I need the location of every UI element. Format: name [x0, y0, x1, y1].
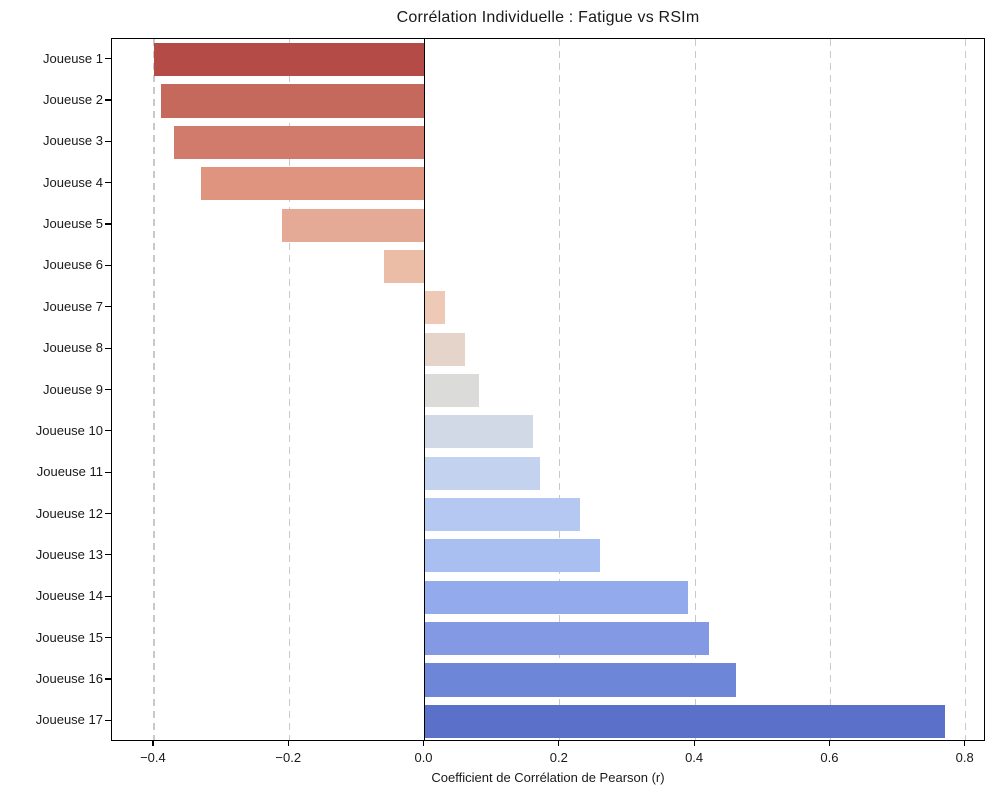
y-tickmark: [105, 99, 111, 101]
y-tickmark: [105, 595, 111, 597]
y-tickmark: [105, 347, 111, 349]
bar-joueuse-5: [282, 208, 425, 242]
bar-joueuse-12: [424, 498, 581, 532]
y-tickmark: [105, 140, 111, 142]
y-tick-label: Joueuse 7: [43, 298, 103, 314]
bar-joueuse-11: [424, 456, 540, 490]
x-tick-label: 0.4: [685, 750, 704, 765]
x-gridline: [965, 39, 967, 740]
y-tickmark: [105, 430, 111, 432]
y-tick-label: Joueuse 8: [43, 340, 103, 356]
x-axis-title: Coefficient de Corrélation de Pearson (r…: [431, 770, 665, 785]
y-tick-label: Joueuse 16: [35, 670, 103, 686]
bar-joueuse-6: [383, 249, 425, 283]
y-tick-label: Joueuse 1: [43, 50, 103, 66]
y-tickmark: [105, 223, 111, 225]
y-tickmark: [105, 471, 111, 473]
y-tick-label: Joueuse 17: [35, 712, 103, 728]
x-tickmark: [152, 741, 154, 746]
x-tick-label: −0.2: [275, 750, 302, 765]
y-tickmark: [105, 512, 111, 515]
y-tick-label: Joueuse 4: [43, 174, 103, 190]
bar-joueuse-15: [424, 622, 709, 656]
y-tickmark: [105, 306, 111, 308]
bar-joueuse-13: [424, 539, 601, 573]
bar-joueuse-14: [424, 580, 689, 614]
x-gridline: [153, 39, 155, 740]
bar-joueuse-4: [201, 167, 425, 201]
y-tick-label: Joueuse 11: [36, 464, 103, 480]
y-tick-label: Joueuse 13: [35, 546, 103, 562]
y-tick-label: Joueuse 5: [43, 216, 103, 232]
y-tickmark: [105, 264, 111, 267]
bar-joueuse-7: [424, 291, 445, 325]
bar-joueuse-9: [424, 373, 479, 408]
x-tickmark: [422, 741, 425, 746]
y-tickmark: [105, 554, 111, 556]
x-tick-label: 0.6: [820, 750, 839, 765]
bar-joueuse-1: [153, 43, 425, 77]
y-tickmark: [105, 58, 111, 60]
x-gridline: [694, 39, 696, 740]
x-tick-label: 0.8: [955, 750, 974, 765]
x-tickmark: [693, 741, 695, 746]
chart-title: Corrélation Individuelle : Fatigue vs RS…: [396, 9, 700, 26]
bar-joueuse-17: [424, 704, 946, 738]
bar-joueuse-3: [174, 125, 425, 159]
y-tick-label: Joueuse 9: [43, 381, 103, 397]
y-tickmark: [105, 182, 111, 184]
x-tickmark: [828, 741, 830, 746]
x-tickmark: [287, 741, 289, 746]
x-tick-label: 0.0: [414, 750, 433, 765]
y-tickmark: [105, 388, 111, 391]
plot-area: [111, 38, 985, 741]
bar-joueuse-16: [424, 663, 736, 697]
x-gridline: [559, 39, 561, 740]
y-tick-label: Joueuse 14: [35, 588, 103, 604]
y-tick-label: Joueuse 6: [43, 257, 103, 273]
y-tick-label: Joueuse 15: [35, 629, 103, 645]
y-tick-label: Joueuse 12: [35, 505, 103, 521]
x-gridline: [288, 39, 290, 740]
y-tick-label: Joueuse 10: [35, 422, 103, 438]
x-gridline: [829, 39, 831, 740]
y-tickmark: [105, 637, 111, 639]
y-tick-label: Joueuse 3: [43, 133, 103, 149]
x-tickmark: [558, 741, 560, 746]
bar-joueuse-10: [424, 415, 533, 449]
bar-joueuse-2: [160, 84, 425, 118]
x-tick-label: 0.2: [549, 750, 568, 765]
x-tickmark: [964, 741, 966, 746]
bar-joueuse-8: [424, 332, 466, 366]
y-tick-label: Joueuse 2: [43, 92, 103, 108]
y-tickmark: [105, 678, 111, 680]
zero-line: [423, 39, 426, 740]
y-tickmark: [105, 719, 111, 721]
x-tick-label: −0.4: [140, 750, 166, 765]
